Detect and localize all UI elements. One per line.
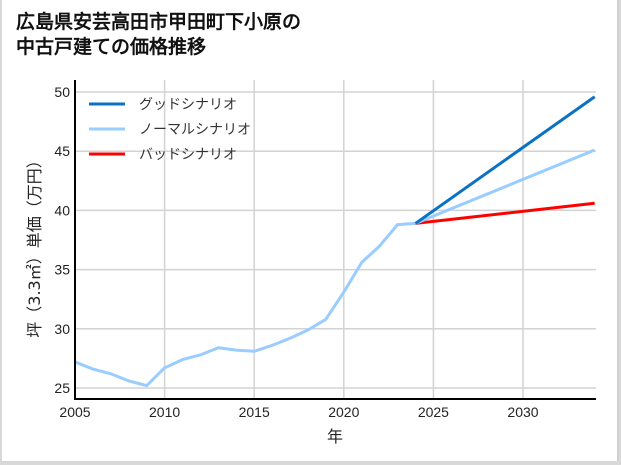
scenario-line bbox=[414, 95, 596, 225]
legend-label: バッドシナリオ bbox=[139, 147, 237, 163]
tick-labels: 2005 2010 2015 2020 2025 2030 25 30 35 40 45 50 bbox=[54, 84, 538, 420]
historical-line bbox=[74, 221, 416, 388]
scenario-line bbox=[415, 201, 595, 225]
y-tick-label: 40 bbox=[54, 202, 70, 218]
x-tick-label: 2020 bbox=[328, 404, 359, 420]
y-tick-label: 45 bbox=[54, 143, 70, 159]
y-tick-label: 35 bbox=[54, 262, 70, 278]
x-tick-label: 2015 bbox=[239, 404, 270, 420]
x-tick-label: 2030 bbox=[507, 404, 538, 420]
y-tick-label: 25 bbox=[54, 380, 70, 396]
x-tick-label: 2005 bbox=[59, 404, 90, 420]
legend-label: グッドシナリオ bbox=[139, 97, 237, 113]
y-axis-label: 坪（3.3㎡）単価（万円） bbox=[25, 152, 44, 337]
y-tick-label: 50 bbox=[54, 84, 70, 100]
y-tick-label: 30 bbox=[54, 321, 70, 337]
axes bbox=[74, 80, 596, 400]
chart-title: 広島県安芸高田市甲田町下小原の 中古戸建ての価格推移 bbox=[16, 10, 301, 60]
x-axis-label: 年 bbox=[327, 427, 343, 446]
grid-lines bbox=[75, 80, 596, 399]
legend-label: ノーマルシナリオ bbox=[139, 122, 251, 138]
data-lines bbox=[74, 95, 596, 388]
title-line-1: 広島県安芸高田市甲田町下小原の bbox=[16, 11, 302, 33]
title-line-2: 中古戸建ての価格推移 bbox=[16, 36, 207, 58]
x-tick-label: 2010 bbox=[149, 404, 180, 420]
scenario-line bbox=[414, 148, 596, 225]
x-tick-label: 2025 bbox=[418, 404, 449, 420]
